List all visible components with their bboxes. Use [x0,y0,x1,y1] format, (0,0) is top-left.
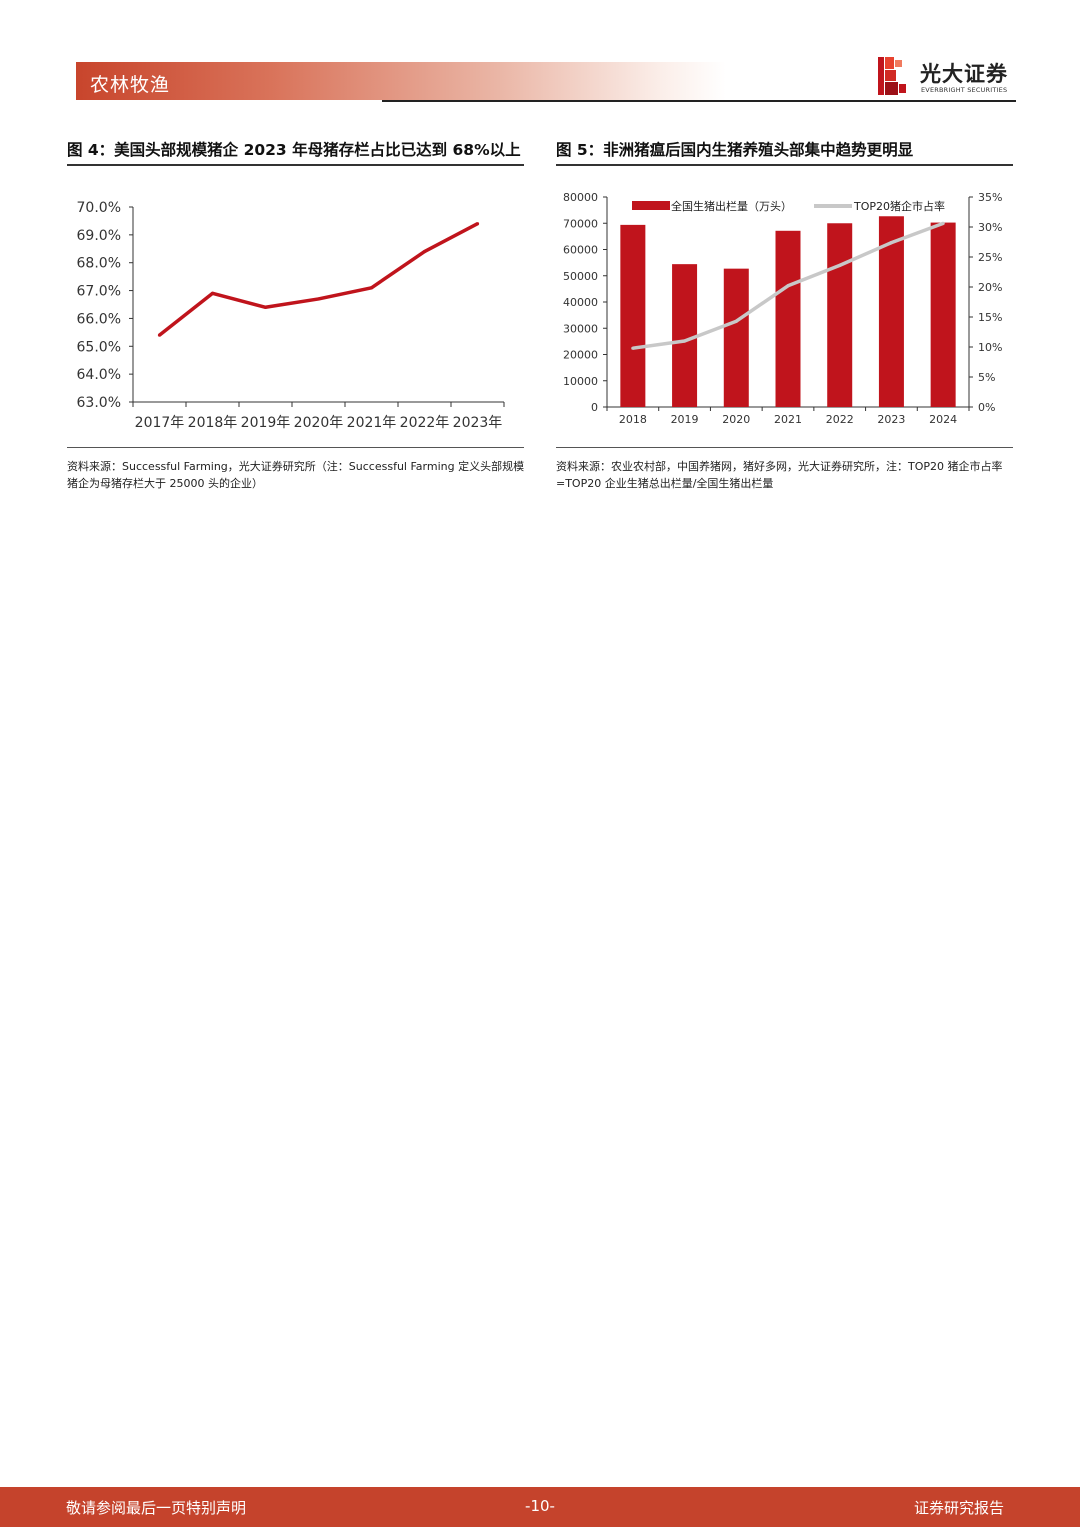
y-tick-label: 64.0% [77,367,121,383]
x-tick-label: 2020年 [294,415,344,431]
figure-4-bottom-rule [67,447,524,448]
legend-bar-swatch [632,201,670,210]
legend-bar-label: 全国生猪出栏量（万头） [671,199,792,213]
left-tick-label: 30000 [563,322,598,335]
figure-5-bottom-rule [556,447,1013,448]
hog-output-bar [930,222,956,407]
sow-share-point [422,249,427,254]
right-tick-label: 25% [978,251,1002,264]
figure-5-combo-chart: 80000 70000 60000 50000 40000 30000 20000 10000… [563,191,1002,426]
right-tick-label: 35% [978,191,1002,204]
section-title: 农林牧渔 [90,74,171,96]
right-tick-label: 30% [978,221,1002,234]
figure-4-title: 图 4：美国头部规模猪企 2023 年母猪存栏占比已达到 68%以上 [67,141,521,159]
figure-4-source: 资料来源：Successful Farming，光大证券研究所（注：Succes… [67,460,525,490]
y-tick-label: 67.0% [77,284,121,300]
x-tick-label: 2024 [929,413,957,426]
hog-output-bar [775,230,801,407]
figure-5-title-rule [556,164,1013,166]
x-tick-label: 2022 [826,413,854,426]
hog-output-bar [672,264,698,407]
x-tick-label: 2023年 [453,415,503,431]
left-tick-label: 80000 [563,191,598,204]
left-tick-label: 60000 [563,244,598,257]
y-tick-label: 63.0% [77,395,121,411]
top20-share-point [889,241,894,245]
right-tick-label: 15% [978,311,1002,324]
footer-disclaimer: 敬请参阅最后一页特别声明 [66,1499,247,1517]
footer-report-type: 证券研究报告 [913,1499,1004,1517]
sow-share-point [263,305,268,309]
sow-share-point [475,222,480,226]
x-tick-label: 2020 [722,413,750,426]
left-tick-label: 10000 [563,375,598,388]
right-tick-label: 0% [978,401,995,414]
x-tick-label: 2021 [774,413,802,426]
everbright-logo-icon [878,57,906,95]
figure-5-title: 图 5：非洲猪瘟后国内生猪养殖头部集中趋势更明显 [556,141,914,159]
logo-name: 光大证券 [920,62,1008,86]
x-tick-label: 2018 [619,413,647,426]
x-tick-label: 2022年 [400,415,450,431]
right-tick-label: 5% [978,371,995,384]
y-tick-label: 70.0% [77,200,121,216]
sow-share-point [369,286,374,290]
figure-4-title-rule [67,164,524,166]
sow-share-point [157,333,162,337]
top20-share-point [786,284,790,288]
sow-share-point [316,297,321,301]
x-tick-label: 2023 [877,413,905,426]
y-tick-label: 66.0% [77,311,121,327]
legend-line-label: TOP20猪企市占率 [853,199,945,213]
page-number: -10- [525,1497,555,1515]
left-tick-label: 40000 [563,296,598,309]
top20-share-point [838,263,842,267]
hog-output-bar [723,268,749,407]
footer-bar [0,1487,1080,1527]
logo-subtitle: EVERBRIGHT SECURITIES [921,86,1008,94]
figure-4-line-chart: 70.0% 69.0% 68.0% 67.0% 66.0% 65.0% 64.0% 63.0%… [77,200,505,431]
hog-output-bar [620,224,646,407]
left-tick-label: 0 [591,401,598,414]
header-band [76,62,726,100]
x-tick-label: 2018年 [188,415,238,431]
left-tick-label: 50000 [563,270,598,283]
right-tick-label: 10% [978,341,1002,354]
x-tick-label: 2021年 [347,415,397,431]
header-rule [382,100,1016,102]
right-tick-label: 20% [978,281,1002,294]
sow-share-point [210,291,215,295]
left-tick-label: 70000 [563,217,598,230]
y-tick-label: 69.0% [77,228,121,244]
hog-output-bar [827,223,853,407]
x-tick-label: 2019年 [241,415,291,431]
y-tick-label: 68.0% [77,256,121,272]
y-tick-label: 65.0% [77,339,121,355]
figure-5-source: 资料来源：农业农村部，中国养猪网，猪好多网，光大证券研究所，注：TOP20 猪企… [556,460,1003,490]
x-tick-label: 2017年 [135,415,185,431]
top20-share-point [941,221,945,225]
x-tick-label: 2019 [671,413,699,426]
sow-share-line [158,222,479,337]
top20-share-point [682,339,687,343]
left-tick-label: 20000 [563,349,598,362]
top20-share-point [734,319,738,323]
top20-share-point [631,346,635,350]
